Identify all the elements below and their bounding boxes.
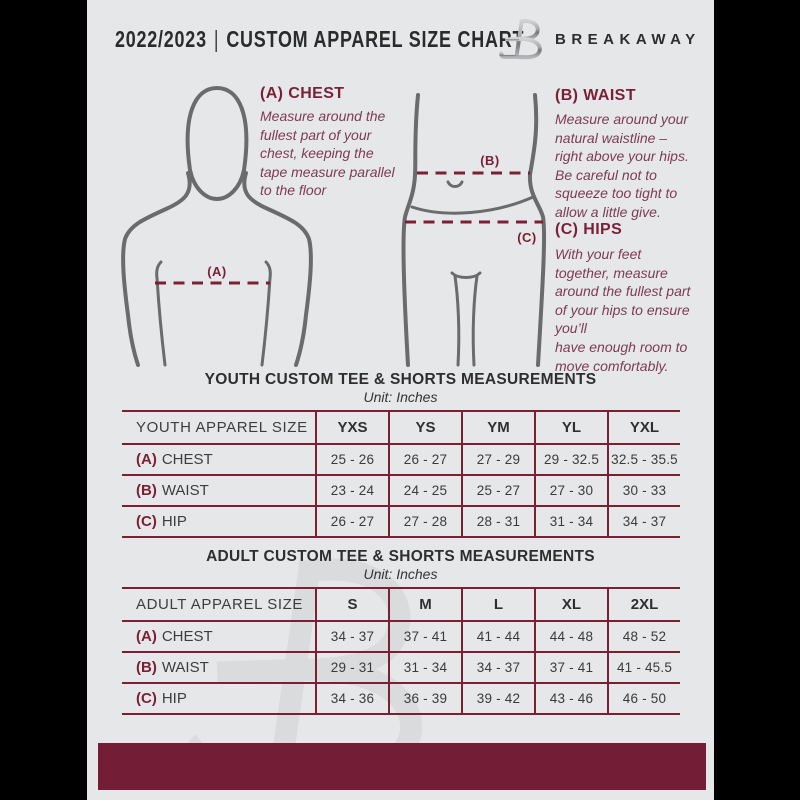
row-label-text: WAIST bbox=[161, 659, 209, 676]
row-marker: (B) bbox=[136, 659, 157, 676]
waist-section-heading: (B) WAIST bbox=[555, 87, 636, 104]
youth-table-unit: Unit: Inches bbox=[363, 389, 438, 405]
size-value-cell: 43 - 46 bbox=[534, 684, 607, 715]
column-header: YXL bbox=[607, 410, 680, 445]
column-header: YL bbox=[534, 410, 607, 445]
size-value-cell: 26 - 27 bbox=[388, 445, 461, 476]
row-label-text: HIP bbox=[161, 690, 187, 707]
breakaway-logo-icon bbox=[499, 18, 542, 60]
size-value-cell: 41 - 44 bbox=[461, 622, 534, 653]
row-marker: (C) bbox=[136, 513, 157, 530]
size-value-cell: 34 - 37 bbox=[607, 507, 680, 538]
size-value-cell: 29 - 32.5 bbox=[534, 445, 607, 476]
size-value-cell: 37 - 41 bbox=[534, 653, 607, 684]
adult-table-title: ADULT CUSTOM TEE & SHORTS MEASUREMENTS bbox=[206, 548, 595, 565]
youth-table-title: YOUTH CUSTOM TEE & SHORTS MEASUREMENTS bbox=[204, 371, 597, 388]
right-inner-leg bbox=[471, 274, 479, 367]
size-value-cell: 24 - 25 bbox=[388, 476, 461, 507]
waist-hips-diagram: (B) (C) bbox=[401, 93, 547, 367]
hips-instructions: With your feet together, measure around … bbox=[555, 246, 691, 374]
row-label-text: HIP bbox=[161, 513, 187, 530]
size-value-cell: 44 - 48 bbox=[534, 622, 607, 653]
size-value-cell: 23 - 24 bbox=[315, 476, 388, 507]
row-label-text: CHEST bbox=[161, 451, 213, 468]
column-header: XL bbox=[534, 587, 607, 622]
row-label: (C) HIP bbox=[122, 684, 315, 715]
size-value-cell: 46 - 50 bbox=[607, 684, 680, 715]
right-torso-leg-outline bbox=[527, 93, 547, 367]
chest-section-heading: (A) CHEST bbox=[260, 85, 345, 102]
size-value-cell: 27 - 29 bbox=[461, 445, 534, 476]
row-marker: (A) bbox=[136, 451, 157, 468]
left-inner-arm bbox=[155, 260, 167, 367]
waist-instructions: Measure around your natural waistline – … bbox=[555, 111, 689, 221]
left-shoulder-arm-outline bbox=[121, 171, 192, 367]
column-header: YS bbox=[388, 410, 461, 445]
size-value-cell: 34 - 37 bbox=[315, 622, 388, 653]
row-label: (B) WAIST bbox=[122, 476, 315, 507]
column-header: S bbox=[315, 587, 388, 622]
row-label-text: CHEST bbox=[161, 628, 213, 645]
brand-name: BREAKAWAY bbox=[555, 31, 701, 48]
title-divider: | bbox=[213, 26, 220, 52]
size-value-cell: 29 - 31 bbox=[315, 653, 388, 684]
youth-size-table: YOUTH APPAREL SIZE YXS YS YM YL YXL (A) C… bbox=[122, 410, 680, 538]
size-value-cell: 30 - 33 bbox=[607, 476, 680, 507]
size-value-cell: 31 - 34 bbox=[388, 653, 461, 684]
column-header: YM bbox=[461, 410, 534, 445]
size-value-cell: 27 - 30 bbox=[534, 476, 607, 507]
footer-bar bbox=[98, 743, 706, 790]
hip-crease bbox=[410, 195, 535, 215]
chest-instructions: Measure around the fullest part of your … bbox=[260, 108, 395, 199]
left-torso-leg-outline bbox=[401, 93, 420, 367]
chest-diagram: (A) bbox=[121, 85, 313, 367]
column-header: 2XL bbox=[607, 587, 680, 622]
size-value-cell: 25 - 26 bbox=[315, 445, 388, 476]
row-label: (A) CHEST bbox=[122, 622, 315, 653]
size-value-cell: 27 - 28 bbox=[388, 507, 461, 538]
size-value-cell: 28 - 31 bbox=[461, 507, 534, 538]
crotch-mark bbox=[450, 271, 482, 279]
chest-marker-label: (A) bbox=[207, 264, 227, 279]
size-value-cell: 34 - 36 bbox=[315, 684, 388, 715]
season-text: 2022/2023 bbox=[115, 26, 207, 52]
row-label: (C) HIP bbox=[122, 507, 315, 538]
size-value-cell: 37 - 41 bbox=[388, 622, 461, 653]
chart-title-text: CUSTOM APPAREL SIZE CHART bbox=[226, 26, 525, 52]
column-header: M bbox=[388, 587, 461, 622]
adult-size-table: ADULT APPAREL SIZE S M L XL 2XL (A) CHEST… bbox=[122, 587, 680, 715]
row-label: (B) WAIST bbox=[122, 653, 315, 684]
size-chart-page: 2022/2023 | CUSTOM APPAREL SIZE CHART BREA… bbox=[87, 0, 714, 800]
row-marker: (C) bbox=[136, 690, 157, 707]
page-title: 2022/2023 | CUSTOM APPAREL SIZE CHART bbox=[115, 26, 524, 53]
navel-mark bbox=[446, 180, 464, 188]
size-value-cell: 26 - 27 bbox=[315, 507, 388, 538]
hips-section-heading: (C) HIPS bbox=[555, 221, 623, 238]
size-value-cell: 36 - 39 bbox=[388, 684, 461, 715]
row-marker: (B) bbox=[136, 482, 157, 499]
left-inner-leg bbox=[453, 274, 461, 367]
row-label: (A) CHEST bbox=[122, 445, 315, 476]
hips-marker-label: (C) bbox=[517, 230, 537, 245]
column-header: L bbox=[461, 587, 534, 622]
size-value-cell: 48 - 52 bbox=[607, 622, 680, 653]
adult-table-unit: Unit: Inches bbox=[363, 566, 438, 582]
right-shoulder-arm-outline bbox=[242, 171, 313, 367]
size-value-cell: 34 - 37 bbox=[461, 653, 534, 684]
row-label-text: WAIST bbox=[161, 482, 209, 499]
column-header: ADULT APPAREL SIZE bbox=[122, 587, 315, 622]
size-value-cell: 41 - 45.5 bbox=[607, 653, 680, 684]
size-value-cell: 31 - 34 bbox=[534, 507, 607, 538]
size-value-cell: 25 - 27 bbox=[461, 476, 534, 507]
row-marker: (A) bbox=[136, 628, 157, 645]
column-header: YOUTH APPAREL SIZE bbox=[122, 410, 315, 445]
column-header: YXS bbox=[315, 410, 388, 445]
size-value-cell: 32.5 - 35.5 bbox=[607, 445, 680, 476]
size-value-cell: 39 - 42 bbox=[461, 684, 534, 715]
head-outline bbox=[185, 85, 249, 202]
waist-marker-label: (B) bbox=[480, 153, 500, 168]
right-inner-arm bbox=[260, 260, 272, 367]
